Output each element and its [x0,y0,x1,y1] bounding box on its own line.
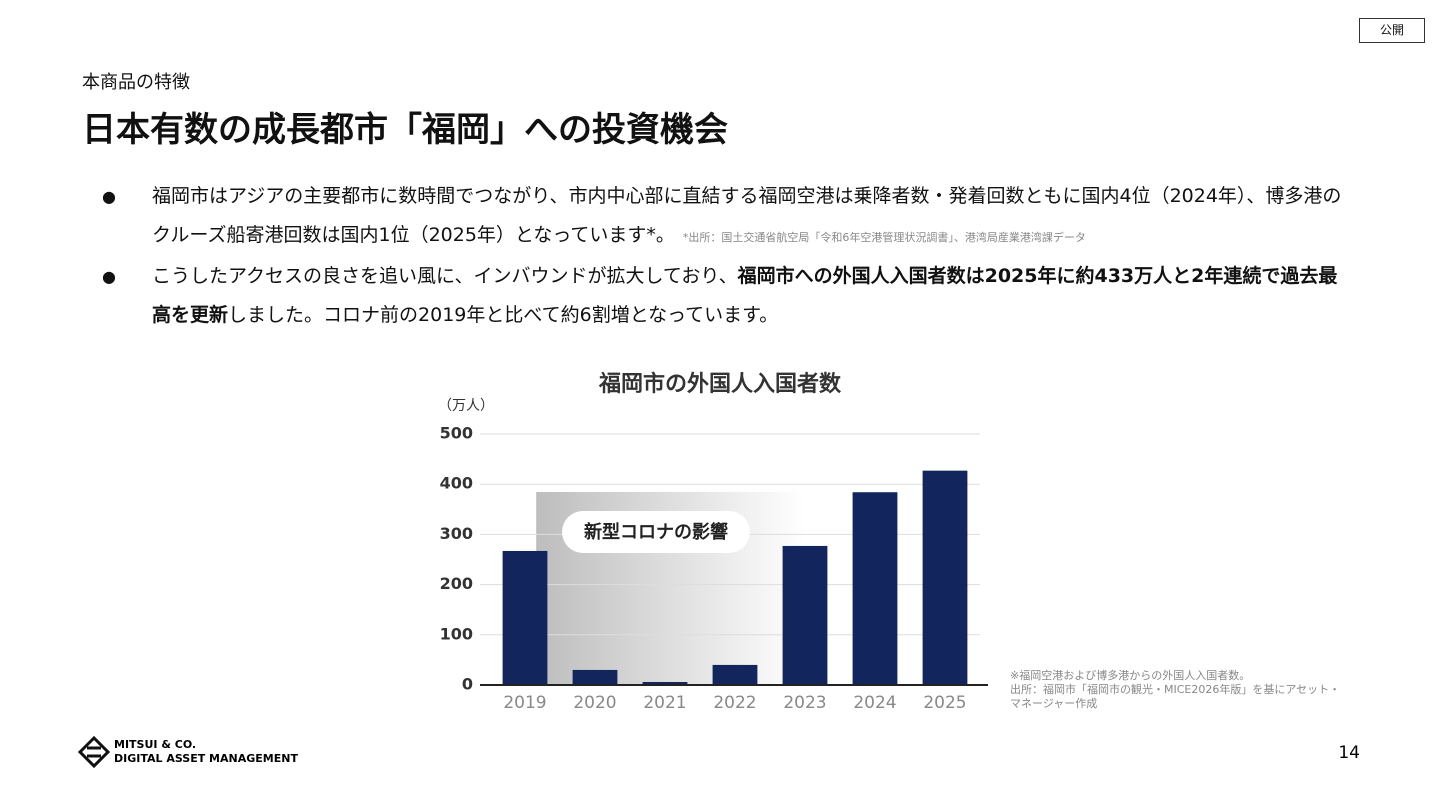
bar [782,545,828,685]
logo-text: MITSUI & CO. [114,738,196,751]
bullet: 福岡市はアジアの主要都市に数時間でつながり、市内中心部に直結する福岡空港は乗降者… [100,177,1350,257]
bar [572,669,618,685]
page-number: 14 [1338,743,1360,763]
logo-icon [77,735,111,769]
bar [502,550,548,685]
bullet: こうしたアクセスの良さを追い風に、インバウンドが拡大しており、福岡市への外国人入… [100,257,1350,335]
y-tick-label: 100 [440,624,473,643]
bullet-text: こうしたアクセスの良さを追い風に、インバウンドが拡大しており、 [152,265,738,287]
annotation: 新型コロナの影響 [584,521,728,543]
subtitle: 本商品の特徴 [82,72,190,93]
y-axis-label: （万人） [438,398,494,414]
y-tick-label: 500 [440,424,473,443]
x-tick-label: 2021 [643,693,686,713]
x-tick-label: 2019 [503,693,546,713]
y-tick-label: 200 [440,574,473,593]
footnote: マネージャー作成 [1010,697,1097,710]
bar [922,470,968,685]
title: 日本有数の成長都市「福岡」への投資機会 [82,110,728,150]
x-tick-label: 2024 [853,693,896,713]
bullet-text: 福岡市はアジアの主要都市に数時間でつながり、市内中心部に直結する福岡空港は乗降者… [152,185,1342,246]
badge: 公開 [1359,18,1425,43]
annotation-pill [562,511,750,553]
x-tick-label: 2023 [783,693,826,713]
bar [852,492,898,685]
bullet-text: しました。コロナ前の2019年と比べて約6割増となっています。 [228,304,779,326]
bullet-text: *出所：国土交通省航空局「令和6年空港管理状況調書」、港湾局産業港湾課データ [682,231,1086,244]
x-tick-label: 2020 [573,693,616,713]
x-tick-label: 2022 [713,693,756,713]
y-tick-label: 300 [440,524,473,543]
y-tick-label: 400 [440,474,473,493]
bar [642,681,688,685]
bullet-list: 福岡市はアジアの主要都市に数時間でつながり、市内中心部に直結する福岡空港は乗降者… [100,177,1350,335]
y-tick-label: 0 [462,675,473,694]
bar [712,664,758,685]
footnote: 出所：福岡市「福岡市の観光・MICE2026年版」を基にアセット・ [1010,682,1340,696]
footnote: ※福岡空港および博多港からの外国人入国者数。 [1010,668,1250,682]
x-tick-label: 2025 [923,693,966,713]
logo-text: DIGITAL ASSET MANAGEMENT [114,752,298,765]
bullet-text: 福岡市への外国人入国者数は2025年に約433万人と2年連続で過去最高を更新 [152,265,1338,326]
chart-title: 福岡市の外国人入国者数 [598,371,842,397]
